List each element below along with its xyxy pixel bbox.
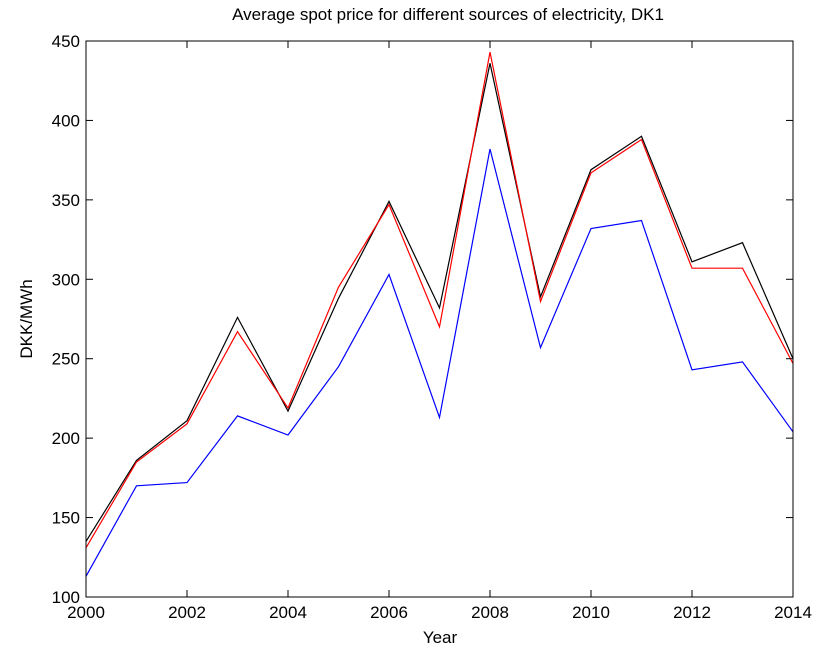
x-tick-label: 2000 [67, 603, 105, 622]
series-line-3 [85, 148, 794, 577]
y-tick-label: 250 [52, 350, 80, 369]
series-line-1 [85, 63, 794, 542]
x-tick-label: 2004 [269, 603, 307, 622]
x-tick-label: 2006 [370, 603, 408, 622]
x-tick-label: 2010 [572, 603, 610, 622]
y-tick-label: 150 [52, 509, 80, 528]
plot-frame [85, 40, 794, 598]
y-tick-label: 450 [52, 32, 80, 51]
y-tick-label: 300 [52, 270, 80, 289]
x-tick-label: 2002 [168, 603, 206, 622]
y-tick-label: 200 [52, 429, 80, 448]
series-line-2 [85, 51, 794, 549]
y-tick-label: 400 [52, 111, 80, 130]
series-layer [85, 51, 794, 577]
chart-title: Average spot price for different sources… [232, 5, 664, 24]
x-axis-ticks: 2000 2002 2004 2006 2008 2010 2012 2014 [67, 41, 812, 622]
x-tick-label: 2014 [774, 603, 812, 622]
y-axis-ticks: 100 150 200 250 300 350 400 450 [52, 32, 793, 607]
y-tick-label: 100 [52, 588, 80, 607]
y-tick-label: 350 [52, 191, 80, 210]
x-tick-label: 2012 [673, 603, 711, 622]
x-tick-label: 2008 [471, 603, 509, 622]
x-axis-label: Year [423, 628, 458, 647]
y-axis-label: DKK/MWh [17, 279, 36, 358]
